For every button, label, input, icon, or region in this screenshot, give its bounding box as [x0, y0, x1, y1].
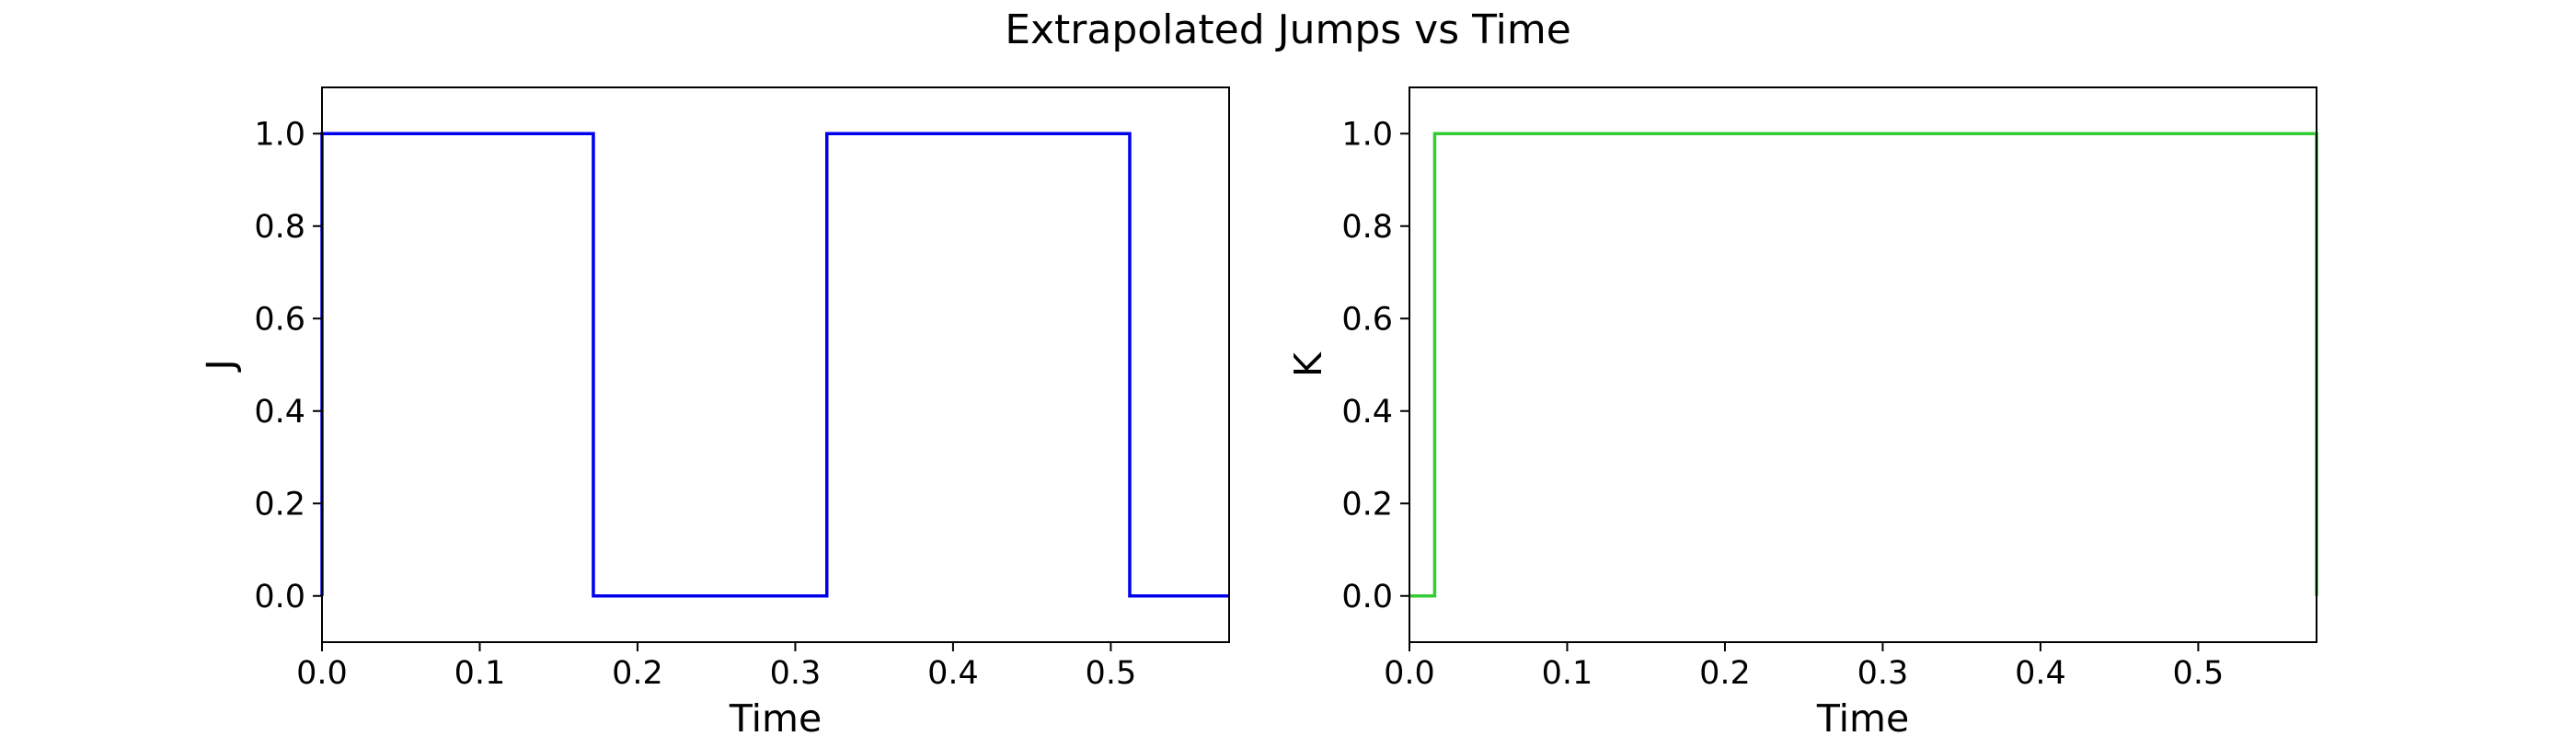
chart-1-x-tick-label: 0.2	[612, 655, 663, 692]
chart-1-y-tick-label: 0.6	[254, 301, 305, 338]
chart-2-x-tick-label: 0.5	[2173, 655, 2225, 692]
chart-1-y-tick-label: 0.0	[254, 579, 305, 615]
chart-1-series-line-1	[320, 132, 1229, 598]
chart-1-y-tick-label: 0.4	[254, 394, 305, 431]
chart-2-y-axis-label: K	[1286, 351, 1330, 377]
chart-2-y-tick-label: 0.2	[1341, 486, 1393, 523]
chart-2-axes-frame	[1409, 86, 2317, 643]
chart-2-y-tick-label: 0.6	[1341, 301, 1393, 338]
chart-2-y-tick-label: 0.4	[1341, 394, 1393, 431]
chart-2-x-tick-label: 0.2	[1699, 655, 1751, 692]
chart-1-y-axis-label: J	[199, 359, 243, 373]
figure-title: Extrapolated Jumps vs Time	[1005, 6, 1571, 53]
chart-1-x-tick-label: 0.5	[1086, 655, 1137, 692]
chart-1-x-tick-label: 0.4	[927, 655, 979, 692]
chart-2-x-tick-label: 0.1	[1542, 655, 1593, 692]
chart-1-y-tick-label: 0.2	[254, 486, 305, 523]
chart-2-y-tick-label: 1.0	[1341, 116, 1393, 153]
chart-1-x-tick-label: 0.1	[454, 655, 506, 692]
chart-2-y-tick-label: 0.0	[1341, 579, 1393, 615]
chart-1-y-tick-label: 1.0	[254, 116, 305, 153]
chart-1-axes-frame	[321, 86, 1230, 643]
chart-panel-k: 0.0 0.1 0.2 0.3 0.4 0.5 0.0 0.2 0.4 0.6 0.8 1.0 Time…	[1286, 86, 2318, 736]
chart-panel-j: 0.0 0.1 0.2 0.3 0.4 0.5 0.0 0.2 0.4 0.6 0.8 1.0 Time…	[199, 86, 1230, 736]
chart-2-x-tick-label: 0.4	[2015, 655, 2066, 692]
chart-1-y-tick-label: 0.8	[254, 209, 305, 246]
chart-2-series-line-1	[1409, 132, 2318, 598]
chart-2-x-tick-label: 0.0	[1384, 655, 1435, 692]
chart-1-x-axis-label: Time	[729, 696, 822, 736]
chart-1-x-tick-label: 0.3	[770, 655, 822, 692]
chart-1-x-tick-label: 0.0	[296, 655, 348, 692]
chart-2-x-tick-label: 0.3	[1857, 655, 1909, 692]
chart-2-x-axis-label: Time	[1816, 696, 1909, 736]
chart-2-y-tick-label: 0.8	[1341, 209, 1393, 246]
